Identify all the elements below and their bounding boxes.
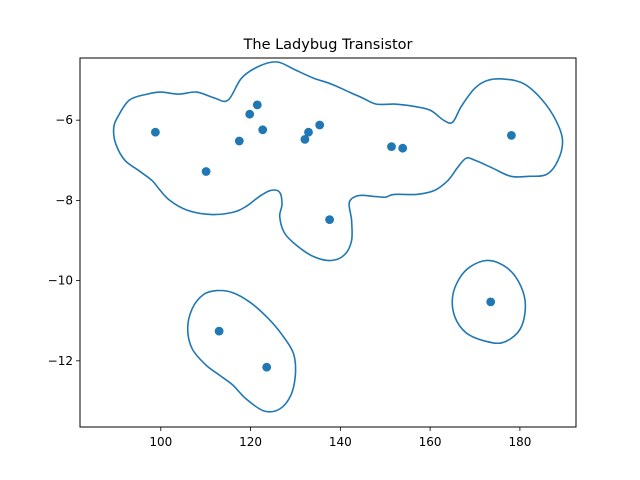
data-point-7 (300, 135, 310, 144)
y-tick-label: −6 (55, 113, 73, 127)
data-point-8 (304, 127, 313, 137)
x-tick-label: 160 (419, 435, 442, 449)
x-axis-ticks: 100 120 140 160 180 (149, 427, 531, 449)
data-point-4 (245, 109, 255, 119)
data-point-6 (258, 125, 268, 135)
data-point-10 (325, 215, 334, 225)
contour-line-1 (112, 61, 564, 262)
x-tick-label: 140 (329, 435, 352, 449)
data-point-16 (262, 362, 272, 372)
data-point-14 (486, 297, 496, 307)
data-point-5 (252, 100, 262, 110)
y-tick-label: −12 (48, 354, 73, 368)
data-point-3 (234, 136, 244, 146)
data-point-2 (201, 167, 211, 176)
y-tick-label: −8 (55, 193, 73, 207)
contour-lines (112, 61, 564, 413)
contour-line-3 (186, 289, 297, 413)
data-point-1 (151, 127, 160, 137)
x-tick-label: 180 (508, 435, 531, 449)
x-tick-label: 120 (239, 435, 262, 449)
data-point-15 (214, 326, 224, 336)
y-tick-label: −10 (48, 274, 73, 288)
data-points (151, 100, 516, 372)
data-point-12 (398, 143, 408, 153)
data-point-13 (507, 131, 516, 140)
data-point-9 (315, 120, 325, 130)
contour-line-2 (451, 259, 527, 345)
chart-title: The Ladybug Transistor (243, 37, 413, 53)
x-tick-label: 100 (149, 435, 172, 449)
data-point-11 (387, 142, 396, 152)
y-axis-ticks: −6 −8 −10 −12 (48, 113, 80, 368)
plot-frame (79, 57, 577, 428)
